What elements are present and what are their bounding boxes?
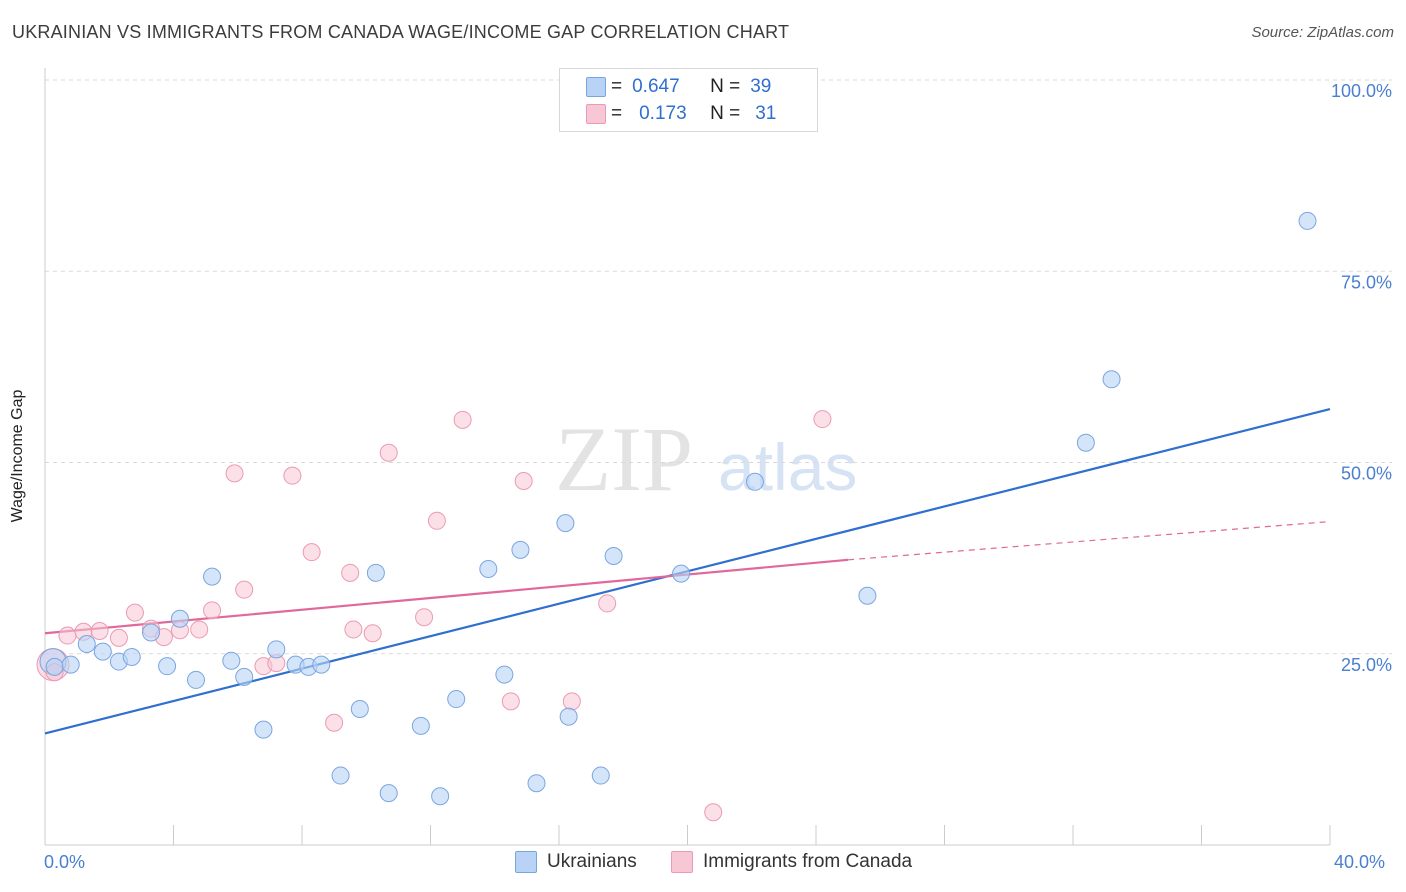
legend-swatch-pink [671,851,693,873]
legend-label: Ukrainians [547,851,637,872]
data-point-immigrants-canada [363,624,382,643]
data-point-ukrainians [1102,370,1121,389]
data-point-immigrants-canada [344,620,363,639]
trend-line-immigrants-canada [44,558,849,635]
chart-title: UKRAINIAN VS IMMIGRANTS FROM CANADA WAGE… [12,22,790,42]
data-point-ukrainians [379,784,398,803]
data-point-immigrants-canada [427,511,446,530]
data-point-ukrainians [203,567,222,586]
data-point-ukrainians [431,787,450,806]
data-point-ukrainians [350,700,369,718]
data-point-immigrants-canada [225,464,244,483]
data-point-ukrainians [366,563,385,582]
y-tick-label: 50.0% [1341,464,1392,484]
y-tick-label: 100.0% [1331,81,1392,101]
data-point-ukrainians [158,657,177,676]
data-point-ukrainians [254,720,273,739]
data-point-ukrainians [858,586,877,605]
data-point-ukrainians [556,514,575,533]
data-point-immigrants-canada [562,692,581,711]
data-point-ukrainians [1298,211,1317,230]
legend-row-ukrainians: R = 0.647 N = 39 [586,74,772,100]
data-point-ukrainians [331,766,350,785]
legend-n-value: 31 [755,103,777,124]
legend-n-label: N = [710,76,741,97]
svg-text:ZIP: ZIP [555,408,693,510]
legend-r-value: 0.647 [632,76,680,97]
stats-legend: R = 0.647 N = 39 R = 0.173 N = 31 [559,68,818,132]
series-legend: Ukrainians Immigrants from Canada [0,851,1406,877]
data-point-ukrainians [312,655,331,674]
legend-item-ukrainians: Ukrainians [515,851,637,873]
trend-line-dashed-immigrants-canada [848,520,1331,561]
legend-n-label: N = [710,103,741,124]
data-point-ukrainians [61,655,80,674]
data-point-ukrainians [672,564,691,583]
data-point-ukrainians [267,640,286,659]
data-point-ukrainians [527,774,546,793]
legend-swatch-pink [586,104,606,124]
data-point-ukrainians [604,547,623,565]
data-point-immigrants-canada [203,601,222,620]
legend-row-immigrants-canada: R = 0.173 N = 31 [586,101,777,127]
data-point-ukrainians [186,670,205,689]
data-point-ukrainians [495,665,514,684]
y-tick-label: 25.0% [1341,655,1392,675]
data-point-ukrainians [479,560,498,579]
data-point-immigrants-canada [501,692,520,711]
data-point-immigrants-canada [379,443,398,462]
svg-text:atlas: atlas [718,430,857,504]
legend-r-value: 0.173 [639,103,687,124]
data-points [36,211,1317,822]
axes [44,68,1331,846]
y-tick-labels: 25.0% 50.0% 75.0% 100.0% [1331,81,1392,675]
data-point-ukrainians [77,634,96,653]
legend-swatch-blue [586,77,606,97]
data-point-immigrants-canada [302,543,321,562]
data-point-ukrainians [411,716,430,735]
data-point-immigrants-canada [325,713,344,732]
data-point-immigrants-canada [514,472,533,491]
data-point-ukrainians [45,657,64,676]
data-point-ukrainians [511,540,530,559]
data-point-immigrants-canada [341,563,360,582]
data-point-immigrants-canada [813,410,832,429]
data-point-ukrainians [591,766,610,785]
data-point-ukrainians [142,623,161,642]
x-tick-label-min: 0.0% [44,852,86,872]
data-point-immigrants-canada [453,410,472,429]
data-point-immigrants-canada [58,626,77,645]
data-point-ukrainians [93,642,112,661]
data-point-ukrainians [170,609,189,628]
x-tick-label-max: 40.0% [1334,852,1386,872]
data-point-immigrants-canada [598,594,617,613]
data-point-immigrants-canada [125,603,144,622]
legend-label: Immigrants from Canada [703,851,913,872]
legend-swatch-blue [515,851,537,873]
data-point-ukrainians [745,472,764,491]
zipatlas-watermark: ZIP atlas [555,408,857,510]
y-tick-label: 75.0% [1341,272,1392,292]
legend-item-immigrants-canada: Immigrants from Canada [671,851,912,873]
data-point-ukrainians [1076,433,1095,452]
data-point-immigrants-canada [704,803,723,822]
data-point-immigrants-canada [190,620,209,639]
data-point-immigrants-canada [283,466,302,485]
data-point-ukrainians [447,690,466,709]
data-point-immigrants-canada [415,608,434,627]
data-point-ukrainians [235,667,254,686]
grid-lines [45,79,1392,655]
data-point-immigrants-canada [90,621,109,640]
data-point-immigrants-canada [109,628,128,647]
data-point-ukrainians [222,651,241,670]
data-point-ukrainians [559,707,578,726]
chart-source: Source: ZipAtlas.com [1251,24,1394,41]
legend-n-value: 39 [750,76,772,97]
data-point-immigrants-canada [235,580,254,599]
data-point-ukrainians [122,647,141,666]
